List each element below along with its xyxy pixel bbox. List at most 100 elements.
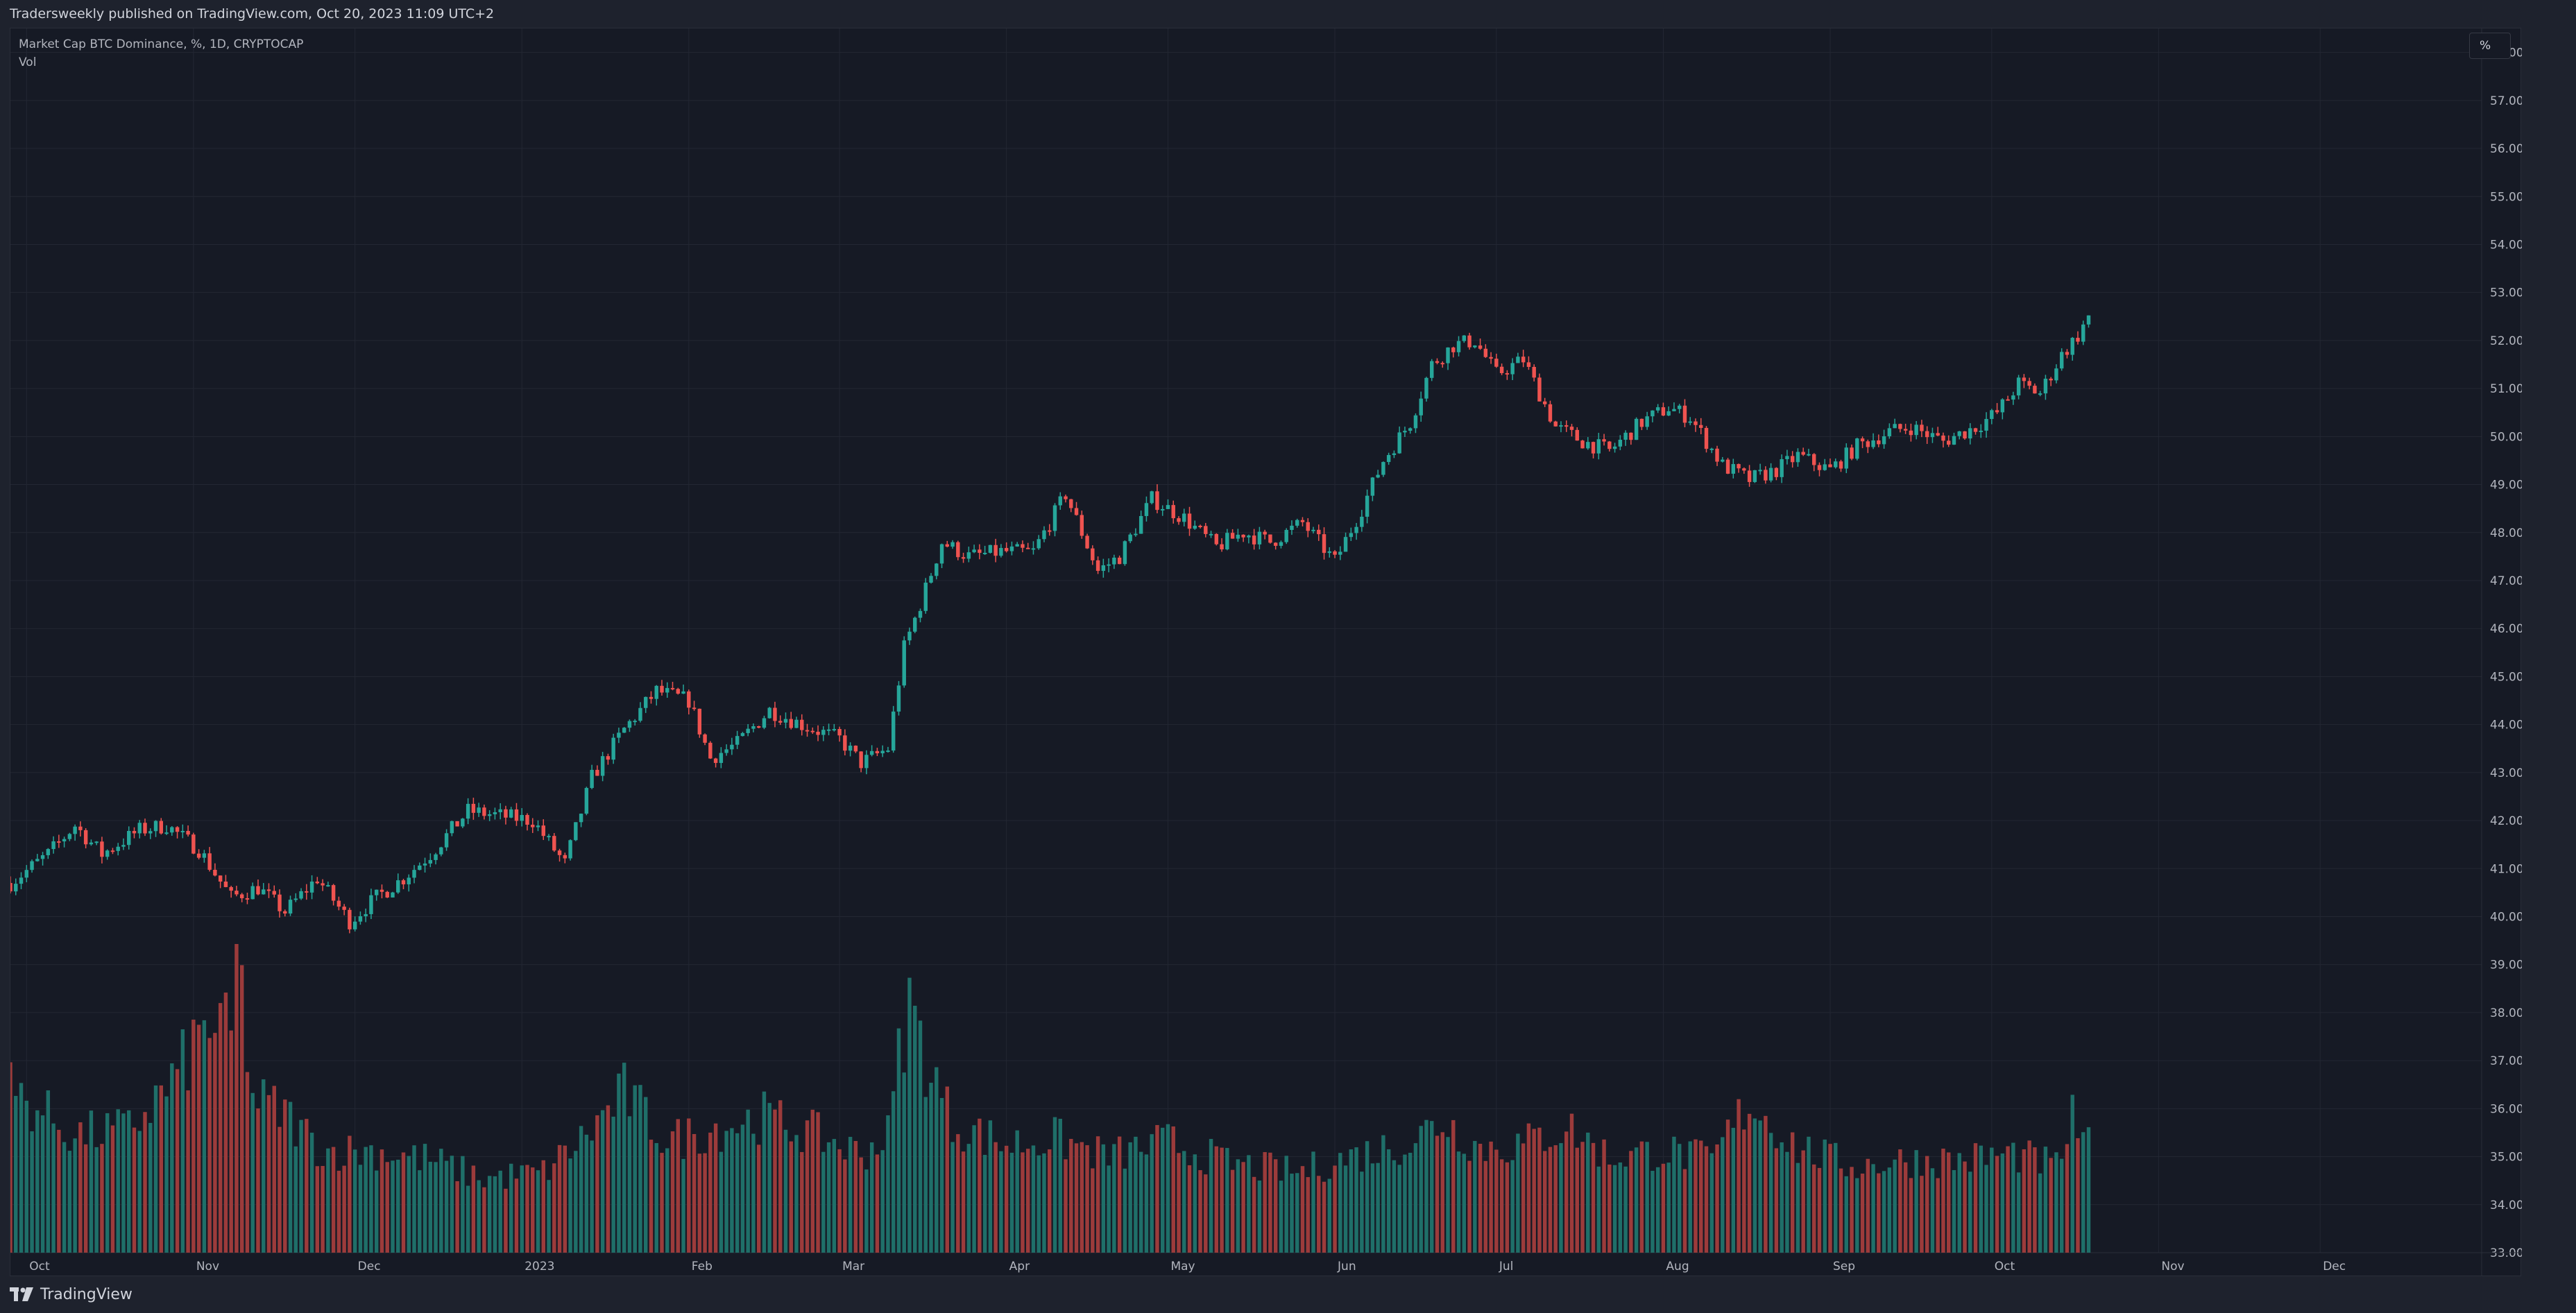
candle-body	[1596, 439, 1601, 454]
volume-bar	[843, 1159, 847, 1253]
candle-body	[1823, 464, 1827, 470]
candle-body	[159, 821, 164, 834]
volume-bar	[1440, 1132, 1444, 1253]
candle-body	[735, 736, 740, 745]
candle-body	[2054, 368, 2058, 381]
candle-body	[611, 737, 615, 760]
candle-body	[1521, 357, 1526, 363]
candle-body	[1311, 529, 1315, 531]
volume-bar	[1048, 1149, 1052, 1253]
volume-bar	[100, 1144, 104, 1253]
candle-body	[1241, 534, 1245, 538]
volume-bar	[1731, 1128, 1736, 1253]
candle-body	[1204, 526, 1208, 534]
volume-bar	[62, 1142, 67, 1253]
volume-bar	[2027, 1140, 2031, 1253]
tradingview-brand[interactable]: TradingView	[10, 1286, 133, 1303]
volume-bar	[83, 1144, 88, 1253]
volume-bar	[869, 1142, 874, 1253]
candle-body	[633, 721, 637, 723]
volume-bar	[1483, 1160, 1488, 1253]
candle-body	[660, 685, 664, 693]
tradingview-logo-icon	[10, 1287, 33, 1301]
volume-bar	[1257, 1181, 1262, 1253]
candle-body	[956, 542, 960, 558]
volume-bar	[1268, 1152, 1272, 1253]
candle-body	[1774, 467, 1779, 477]
volume-bar	[1575, 1147, 1579, 1253]
header-bar: Tradersweekly published on TradingView.c…	[0, 0, 2576, 28]
volume-bar	[832, 1139, 837, 1253]
candle-body	[950, 542, 955, 547]
volume-bar	[105, 1113, 110, 1253]
candle-body	[1004, 548, 1009, 551]
candle-body	[1834, 461, 1838, 467]
candle-body	[1138, 515, 1143, 534]
time-tick-label: Nov	[196, 1260, 219, 1273]
volume-bar	[1489, 1141, 1493, 1253]
candle-body	[1780, 459, 1784, 477]
volume-bar	[1866, 1158, 1870, 1253]
candle-body	[100, 841, 104, 857]
candle-body	[1505, 372, 1510, 375]
candle-body	[1672, 409, 1676, 411]
candle-body	[121, 845, 126, 847]
candle-body	[999, 548, 1003, 556]
volume-bar	[412, 1145, 416, 1253]
candle-body	[1413, 415, 1418, 429]
candle-body	[1559, 425, 1563, 427]
candle-body	[1704, 427, 1709, 449]
candle-body	[913, 617, 917, 632]
volume-bar	[972, 1125, 976, 1253]
volume-bar	[401, 1152, 406, 1253]
volume-bar	[159, 1085, 164, 1253]
volume-bar	[1952, 1169, 1956, 1253]
candle-body	[315, 881, 320, 884]
candle-body	[1446, 347, 1450, 363]
volume-bar	[622, 1063, 626, 1253]
volume-bar	[1064, 1159, 1068, 1253]
candle-body	[1542, 401, 1547, 404]
candle-body	[2033, 386, 2037, 394]
candle-body	[692, 707, 697, 710]
candle-body	[1828, 464, 1832, 467]
candle-body	[110, 850, 115, 852]
candle-body	[961, 557, 966, 559]
volume-bar	[1812, 1164, 1816, 1253]
candle-body	[369, 895, 373, 914]
candle-body	[1580, 440, 1585, 449]
candle-body	[1209, 533, 1213, 535]
volume-bar	[810, 1109, 815, 1253]
price-scale-mode-button[interactable]: %	[2469, 33, 2511, 59]
price-tick-label: 42.00%	[2490, 814, 2522, 828]
candle-body	[234, 891, 239, 895]
volume-bar	[40, 1115, 45, 1253]
volume-bar	[51, 1123, 56, 1253]
candle-body	[773, 707, 777, 721]
volume-bar	[1214, 1146, 1219, 1253]
volume-bar	[1230, 1169, 1235, 1253]
candle-body	[89, 842, 94, 845]
candle-body	[1021, 544, 1025, 548]
volume-bar	[2038, 1173, 2042, 1253]
volume-bar	[1941, 1149, 1945, 1253]
volume-bar	[1898, 1149, 1902, 1253]
volume-bar	[1155, 1125, 1159, 1253]
volume-bar	[1150, 1134, 1154, 1253]
time-tick-label: Dec	[2323, 1260, 2346, 1273]
candle-body	[1338, 551, 1342, 555]
candle-body	[83, 830, 88, 845]
price-chart[interactable]: 33.00% 34.00% 35.00% 36.00% 37.00% 38.00% 39.0…	[10, 28, 2522, 1277]
volume-bar	[1473, 1140, 1477, 1253]
volume-bar	[1850, 1167, 1854, 1253]
candle-body	[1397, 432, 1401, 454]
chart-pane[interactable]: 33.00% 34.00% 35.00% 36.00% 37.00% 38.00% 39.0…	[10, 28, 2522, 1277]
candle-body	[649, 696, 654, 699]
candle-body	[1709, 448, 1714, 450]
volume-bar	[649, 1140, 654, 1253]
volume-bar	[434, 1162, 438, 1253]
volume-bar	[1004, 1145, 1009, 1253]
candle-body	[1882, 436, 1886, 445]
candle-body	[2043, 378, 2048, 394]
candle-body	[563, 855, 568, 859]
